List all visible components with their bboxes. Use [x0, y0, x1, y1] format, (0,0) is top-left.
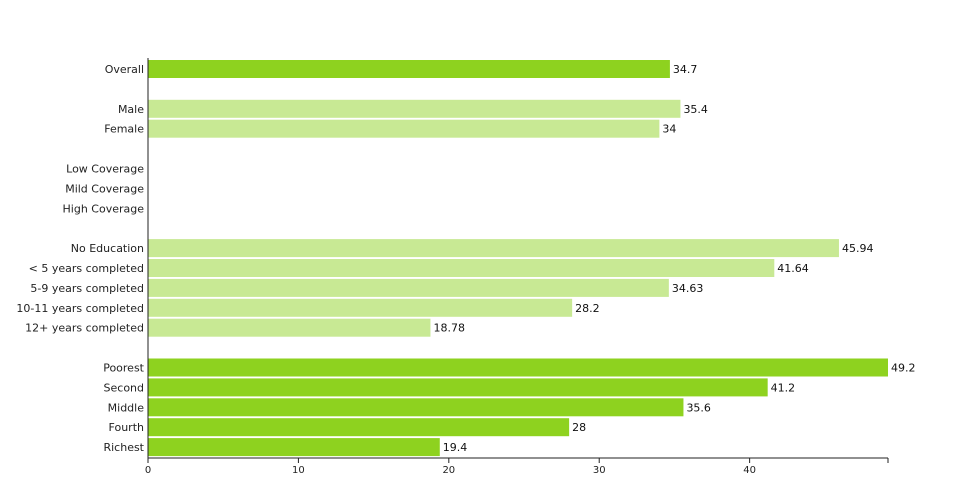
value-label-no-education: 45.94: [842, 242, 874, 255]
bar-overall: [148, 60, 670, 78]
category-label-low-coverage: Low Coverage: [66, 163, 144, 176]
category-label-female: Female: [104, 123, 144, 136]
category-label-10-11-years-completed: 10-11 years completed: [16, 302, 144, 315]
value-label-fourth: 28: [572, 421, 586, 434]
category-label-fourth: Fourth: [109, 421, 144, 434]
x-tick-label: 30: [593, 465, 606, 476]
bar-middle: [148, 398, 684, 417]
bar-richest: [148, 438, 440, 457]
x-tick-label: 40: [743, 465, 756, 476]
value-label-richest: 19.4: [443, 441, 468, 454]
value-label-lt-5-years-completed: 41.64: [777, 262, 809, 275]
category-label-richest: Richest: [103, 441, 144, 454]
bar-10-11-years-completed: [148, 298, 573, 317]
category-label-male: Male: [118, 103, 144, 116]
value-label-10-11-years-completed: 28.2: [575, 302, 600, 315]
bar-lt-5-years-completed: [148, 259, 775, 277]
x-axis: 0 10 20 30 40: [145, 58, 889, 476]
value-label-male: 35.4: [683, 103, 708, 116]
value-label-poorest: 49.2: [891, 362, 916, 375]
category-label-middle: Middle: [108, 401, 145, 414]
x-tick-label: 10: [292, 465, 305, 476]
value-label-middle: 35.6: [686, 401, 711, 414]
x-tick-label: 20: [442, 465, 455, 476]
bar-no-education: [148, 239, 839, 258]
value-label-female: 34: [662, 123, 676, 136]
bar-male: [148, 99, 681, 118]
value-label-5-9-years-completed: 34.63: [672, 282, 704, 295]
category-label-overall: Overall: [105, 63, 144, 76]
bars-layer: [148, 60, 888, 457]
value-labels: 34.7 35.4 34 45.94 41.64 34.63 28.2 18.78 49.2 41…: [433, 63, 915, 454]
x-tick-label: 0: [145, 465, 151, 476]
bar-5-9-years-completed: [148, 278, 669, 297]
category-label-second: Second: [104, 381, 144, 394]
value-label-12plus-years-completed: 18.78: [433, 322, 465, 335]
category-label-poorest: Poorest: [103, 362, 144, 375]
value-label-second: 41.2: [771, 381, 796, 394]
category-label-5-9-years-completed: 5-9 years completed: [30, 282, 144, 295]
category-label-12plus-years-completed: 12+ years completed: [25, 322, 144, 335]
category-label-lt-5-years-completed: < 5 years completed: [29, 262, 144, 275]
bar-second: [148, 378, 768, 397]
bar-female: [148, 119, 660, 138]
bar-poorest: [148, 358, 888, 377]
value-label-overall: 34.7: [673, 63, 698, 76]
category-label-mild-coverage: Mild Coverage: [65, 182, 144, 195]
category-label-high-coverage: High Coverage: [63, 202, 145, 215]
bar-12plus-years-completed: [148, 318, 431, 337]
bar-fourth: [148, 418, 570, 437]
category-labels: Overall Male Female Low Coverage Mild Covera…: [16, 63, 144, 454]
category-label-no-education: No Education: [71, 242, 144, 255]
